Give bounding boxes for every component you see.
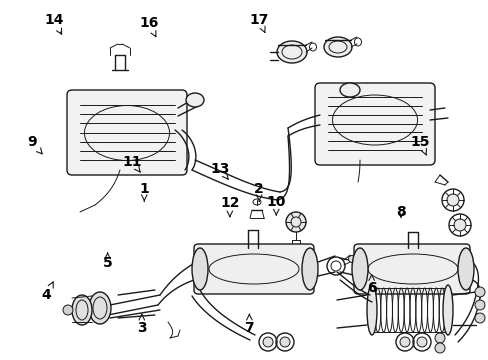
Text: 14: 14 — [44, 13, 63, 34]
FancyBboxPatch shape — [194, 244, 313, 294]
Text: 7: 7 — [244, 314, 254, 334]
Ellipse shape — [324, 37, 351, 57]
Ellipse shape — [348, 256, 355, 262]
FancyBboxPatch shape — [314, 83, 434, 165]
Ellipse shape — [416, 337, 426, 347]
Ellipse shape — [474, 287, 484, 297]
FancyBboxPatch shape — [67, 90, 186, 175]
Ellipse shape — [72, 295, 92, 325]
Text: 10: 10 — [266, 195, 285, 215]
Ellipse shape — [302, 248, 317, 290]
Ellipse shape — [280, 337, 289, 347]
Ellipse shape — [457, 248, 473, 290]
Ellipse shape — [474, 313, 484, 323]
Ellipse shape — [453, 219, 465, 231]
Ellipse shape — [285, 212, 305, 232]
Text: 3: 3 — [137, 314, 146, 334]
Text: 1: 1 — [139, 182, 149, 202]
Text: 6: 6 — [366, 275, 376, 295]
Ellipse shape — [63, 305, 73, 315]
Ellipse shape — [474, 300, 484, 310]
Text: 12: 12 — [220, 197, 239, 217]
Text: 4: 4 — [41, 282, 53, 302]
Text: 15: 15 — [410, 135, 429, 155]
Text: 17: 17 — [249, 13, 268, 32]
Ellipse shape — [185, 93, 203, 107]
FancyBboxPatch shape — [353, 244, 469, 294]
Ellipse shape — [446, 194, 458, 206]
Ellipse shape — [192, 248, 207, 290]
Ellipse shape — [351, 248, 367, 290]
Ellipse shape — [434, 343, 444, 353]
Text: 11: 11 — [122, 155, 142, 172]
Ellipse shape — [366, 285, 376, 335]
Text: 8: 8 — [395, 206, 405, 219]
Ellipse shape — [263, 337, 272, 347]
Ellipse shape — [434, 333, 444, 343]
Ellipse shape — [399, 337, 409, 347]
Text: 2: 2 — [254, 182, 264, 202]
Ellipse shape — [442, 285, 452, 335]
Text: 9: 9 — [27, 135, 42, 154]
Text: 5: 5 — [102, 253, 112, 270]
Ellipse shape — [89, 292, 111, 324]
Ellipse shape — [276, 41, 306, 63]
Text: 13: 13 — [210, 162, 229, 179]
Ellipse shape — [339, 83, 359, 97]
Text: 16: 16 — [139, 17, 159, 37]
